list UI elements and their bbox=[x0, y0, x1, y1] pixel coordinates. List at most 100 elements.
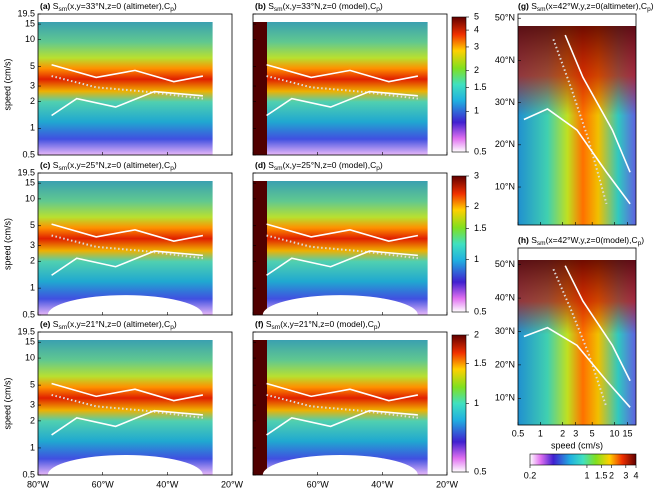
y-tick-label: 1 bbox=[30, 283, 35, 293]
title-sub: p bbox=[376, 6, 380, 13]
bound-curve bbox=[266, 63, 419, 83]
bound-curve bbox=[51, 223, 204, 242]
panel-label: (e) bbox=[40, 319, 51, 329]
title-sub: p bbox=[647, 6, 651, 13]
mean-curve bbox=[51, 75, 204, 100]
title-sub: sm bbox=[58, 6, 67, 13]
y-tick-label: 0.5 bbox=[22, 469, 35, 479]
colorbar-label: 1.5 bbox=[595, 470, 608, 480]
y-tick-label: 30°N bbox=[495, 97, 515, 107]
colorbar-label: 3 bbox=[623, 470, 628, 480]
y-tick-label: 50°N bbox=[495, 259, 515, 269]
y-tick-label: 50°N bbox=[495, 13, 515, 23]
colorbar-label: 3 bbox=[474, 170, 479, 180]
y-tick-label: 3 bbox=[30, 399, 35, 409]
plot-frame bbox=[252, 13, 448, 156]
title-args: (x,y=33°N,z=0 (altimeter),C bbox=[67, 1, 170, 11]
panel-label: (d) bbox=[255, 160, 266, 170]
title-args: (x=42°W,y,z=0(altimeter),C bbox=[546, 1, 648, 11]
y-tick-label: 10 bbox=[25, 193, 35, 203]
plot-frame bbox=[37, 13, 233, 156]
title-symbol: S bbox=[53, 160, 59, 170]
colorbar-label: 1.5 bbox=[474, 223, 487, 233]
y-tick-label: 40°N bbox=[495, 55, 515, 65]
title-sub: p bbox=[170, 324, 174, 331]
x-axis-title: speed (cm/s) bbox=[551, 440, 603, 450]
panel-label: (f) bbox=[255, 319, 264, 329]
title-args: (x,y=33°N,z=0 (model),C bbox=[283, 1, 377, 11]
title-close: ) bbox=[377, 319, 380, 329]
colorbar bbox=[529, 453, 637, 466]
y-tick-label: 1 bbox=[30, 442, 35, 452]
title-sub: p bbox=[170, 6, 174, 13]
y-tick-label: 10°N bbox=[495, 181, 515, 191]
panel-label: (h) bbox=[518, 235, 529, 245]
bound-curve bbox=[266, 223, 419, 242]
title-symbol: S bbox=[53, 319, 59, 329]
x-tick-label: 1 bbox=[538, 428, 543, 438]
heatmap-band bbox=[518, 260, 636, 425]
colorbar-label: 1 bbox=[474, 254, 479, 264]
y-tick-label: 5 bbox=[30, 220, 35, 230]
y-axis-title: speed (cm/s) bbox=[2, 218, 12, 270]
title-close: ) bbox=[174, 160, 177, 170]
plot-frame bbox=[252, 331, 448, 476]
heatmap-band bbox=[518, 26, 636, 225]
y-tick-label: 0.5 bbox=[22, 149, 35, 159]
y-tick-label: 40°N bbox=[495, 292, 515, 302]
colorbar bbox=[451, 334, 467, 473]
heatmap-edge bbox=[253, 340, 267, 475]
plot-frame bbox=[517, 13, 637, 226]
panel-title: (a) Ssm(x,y=33°N,z=0 (altimeter),Cp) bbox=[40, 1, 177, 12]
title-symbol: S bbox=[53, 1, 59, 11]
heatmap bbox=[38, 181, 213, 315]
x-tick-label: 80°W bbox=[27, 479, 50, 489]
colorbar-label: 1 bbox=[474, 106, 479, 116]
colorbar-label: 1.5 bbox=[474, 358, 487, 368]
title-sub: sm bbox=[537, 240, 546, 247]
title-symbol: S bbox=[531, 1, 537, 11]
panel-label: (g) bbox=[518, 1, 529, 11]
title-sub: p bbox=[170, 165, 174, 172]
x-tick-label: 5 bbox=[590, 428, 595, 438]
x-tick-label: 2 bbox=[560, 428, 565, 438]
panel-title: (c) Ssm(x,y=25°N,z=0 (altimeter),Cp) bbox=[40, 160, 177, 171]
colorbar bbox=[451, 175, 467, 313]
y-tick-label: 0.5 bbox=[22, 309, 35, 319]
colorbar-label: 0.2 bbox=[524, 470, 537, 480]
panel-title: (d) Ssm(x,y=25°N,z=0 (model),Cp) bbox=[255, 160, 383, 171]
bound-curve bbox=[266, 90, 418, 117]
title-sub: sm bbox=[58, 324, 67, 331]
title-symbol: S bbox=[531, 235, 537, 245]
plot-frame bbox=[517, 247, 637, 426]
x-tick-label: 20°W bbox=[436, 479, 459, 489]
plot-frame bbox=[252, 172, 448, 316]
mean-curve bbox=[552, 38, 608, 205]
y-tick-label: 5 bbox=[30, 61, 35, 71]
y-tick-label: 2 bbox=[30, 256, 35, 266]
title-sub: sm bbox=[537, 6, 546, 13]
y-tick-label: 5 bbox=[30, 379, 35, 389]
y-tick-label: 1 bbox=[30, 123, 35, 133]
x-tick-label: 10 bbox=[609, 428, 619, 438]
panel-title: (b) Ssm(x,y=33°N,z=0 (model),Cp) bbox=[255, 1, 383, 12]
bound-curve bbox=[51, 382, 204, 402]
y-tick-label: 10 bbox=[25, 34, 35, 44]
heatmap-edge bbox=[253, 181, 267, 315]
bound-curve bbox=[266, 409, 418, 436]
title-args: (x,y=25°N,z=0 (model),C bbox=[283, 160, 377, 170]
colorbar bbox=[451, 16, 467, 153]
x-tick-label: 0.5 bbox=[512, 428, 525, 438]
heatmap bbox=[38, 22, 213, 155]
title-args: (x,y=25°N,z=0 (altimeter),C bbox=[67, 160, 170, 170]
bound-curve bbox=[266, 382, 419, 402]
mean-curve bbox=[51, 393, 204, 419]
title-sub: sm bbox=[58, 165, 67, 172]
title-sub: sm bbox=[274, 165, 283, 172]
heatmap bbox=[38, 340, 213, 475]
y-tick-label: 3 bbox=[30, 80, 35, 90]
title-close: ) bbox=[174, 319, 177, 329]
y-axis-title: speed (cm/s) bbox=[2, 58, 12, 110]
y-axis-title: speed (cm/s) bbox=[2, 377, 12, 429]
bound-curve bbox=[523, 326, 631, 408]
